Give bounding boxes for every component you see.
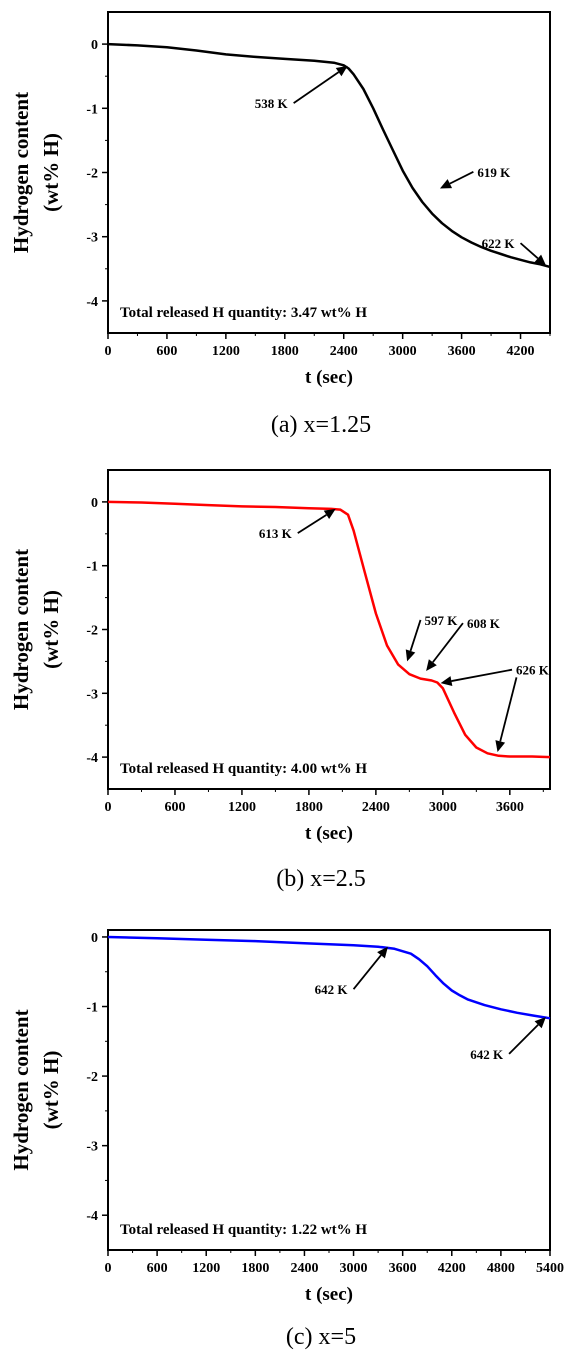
annotation-label: 613 K bbox=[259, 526, 293, 541]
annotation-arrowhead bbox=[534, 1016, 546, 1029]
x-tick-label: 3600 bbox=[496, 800, 524, 815]
y-tick-label: 0 bbox=[91, 496, 98, 511]
x-tick-label: 0 bbox=[105, 800, 112, 815]
chart-panel-1: 0 600 1200 1800 2400 3000 3600 0 -1 -2 -3 -4 t (sec)… bbox=[9, 469, 551, 892]
x-axis-label: t (sec) bbox=[305, 367, 353, 388]
series-line bbox=[107, 42, 551, 269]
y-tick-label: -2 bbox=[86, 1070, 98, 1085]
chart-panel-0: 0 600 1200 1800 2400 3000 3600 4200 0 -1 -2 -3 -4 t (… bbox=[9, 11, 551, 438]
annotation-label: 608 K bbox=[467, 616, 501, 631]
x-tick-label: 600 bbox=[147, 1261, 168, 1276]
x-tick-label: 4800 bbox=[487, 1261, 515, 1276]
x-tick-label: 0 bbox=[105, 1261, 112, 1276]
y-tick-label: 0 bbox=[91, 38, 98, 53]
x-tick-label: 1800 bbox=[271, 344, 299, 359]
x-tick-label: 3600 bbox=[448, 344, 476, 359]
annotation-arrowhead bbox=[440, 676, 453, 686]
annotation-arrow bbox=[499, 677, 518, 742]
y-tick-label: -1 bbox=[86, 560, 98, 575]
y-axis-label: Hydrogen content bbox=[9, 92, 33, 253]
annotation-arrow bbox=[432, 622, 464, 663]
panel-caption: (a) x=1.25 bbox=[271, 412, 371, 438]
annotation-arrow bbox=[352, 954, 382, 990]
annotation-arrow bbox=[409, 619, 422, 652]
x-axis-label: t (sec) bbox=[305, 1284, 353, 1305]
y-axis-label: Hydrogen content bbox=[9, 1009, 33, 1170]
series-line bbox=[107, 500, 551, 759]
y-tick-label: -1 bbox=[86, 1001, 98, 1016]
annotation-arrowhead bbox=[323, 508, 336, 520]
x-tick-label: 3600 bbox=[389, 1261, 417, 1276]
annotation-arrowhead bbox=[439, 179, 453, 189]
annotation-arrow bbox=[519, 242, 539, 259]
x-tick-label: 1200 bbox=[192, 1261, 220, 1276]
x-tick-label: 3000 bbox=[340, 1261, 368, 1276]
total-released-note: Total released H quantity: 4.00 wt% H bbox=[120, 761, 367, 777]
annotation-arrowhead bbox=[405, 649, 416, 662]
annotation-arrow bbox=[451, 668, 513, 682]
panel-caption: (c) x=5 bbox=[286, 1324, 356, 1350]
y-tick-label: -4 bbox=[86, 295, 98, 310]
annotation-arrowhead bbox=[377, 946, 388, 959]
x-tick-label: 1200 bbox=[212, 344, 240, 359]
y-axis-label-unit: (wt% H) bbox=[39, 1051, 63, 1130]
x-tick-label: 4200 bbox=[507, 344, 535, 359]
annotation-label: 538 K bbox=[255, 96, 289, 111]
annotation-label: 622 K bbox=[482, 236, 516, 251]
annotation-arrowhead bbox=[534, 254, 547, 266]
x-tick-label: 4200 bbox=[438, 1261, 466, 1276]
chart-panel-2: 0 600 1200 1800 2400 3000 3600 4200 4800 5400 0 -1 -… bbox=[9, 929, 564, 1350]
annotation-arrow bbox=[297, 514, 327, 534]
x-tick-label: 1200 bbox=[228, 800, 256, 815]
annotation-arrowhead bbox=[426, 659, 437, 671]
total-released-note: Total released H quantity: 1.22 wt% H bbox=[120, 1222, 367, 1238]
y-tick-label: 0 bbox=[91, 931, 98, 946]
annotation-label: 597 K bbox=[425, 613, 459, 628]
annotation-label: 626 K bbox=[516, 663, 550, 678]
annotation-label: 619 K bbox=[477, 165, 511, 180]
y-tick-label: -3 bbox=[86, 687, 98, 702]
y-tick-label: -1 bbox=[86, 102, 98, 117]
annotation-arrow bbox=[449, 171, 474, 185]
annotation-label: 642 K bbox=[315, 982, 349, 997]
x-tick-label: 1800 bbox=[241, 1261, 269, 1276]
x-axis-label: t (sec) bbox=[305, 823, 353, 844]
x-tick-label: 600 bbox=[164, 800, 185, 815]
panel-caption: (b) x=2.5 bbox=[276, 866, 366, 892]
y-axis-label-unit: (wt% H) bbox=[39, 590, 63, 669]
x-tick-label: 3000 bbox=[429, 800, 457, 815]
total-released-note: Total released H quantity: 3.47 wt% H bbox=[120, 305, 367, 321]
x-tick-label: 1800 bbox=[295, 800, 323, 815]
x-tick-label: 5400 bbox=[536, 1261, 564, 1276]
y-tick-label: -4 bbox=[86, 751, 98, 766]
series-line bbox=[107, 935, 551, 1020]
plot-frame bbox=[107, 929, 551, 1251]
annotation-arrow bbox=[293, 71, 340, 104]
x-tick-label: 2400 bbox=[290, 1261, 318, 1276]
annotation-arrowhead bbox=[495, 740, 506, 752]
y-tick-label: -2 bbox=[86, 167, 98, 182]
x-tick-label: 2400 bbox=[330, 344, 358, 359]
x-tick-label: 0 bbox=[105, 344, 112, 359]
y-tick-label: -2 bbox=[86, 624, 98, 639]
x-tick-label: 3000 bbox=[389, 344, 417, 359]
annotation-arrow bbox=[508, 1024, 539, 1055]
annotation-arrowhead bbox=[335, 65, 348, 77]
x-tick-label: 2400 bbox=[362, 800, 390, 815]
x-tick-label: 600 bbox=[156, 344, 177, 359]
annotation-label: 642 K bbox=[470, 1047, 504, 1062]
y-tick-label: -3 bbox=[86, 1140, 98, 1155]
y-axis-label: Hydrogen content bbox=[9, 549, 33, 710]
y-tick-label: -4 bbox=[86, 1209, 98, 1224]
y-tick-label: -3 bbox=[86, 231, 98, 246]
y-axis-label-unit: (wt% H) bbox=[39, 133, 63, 212]
